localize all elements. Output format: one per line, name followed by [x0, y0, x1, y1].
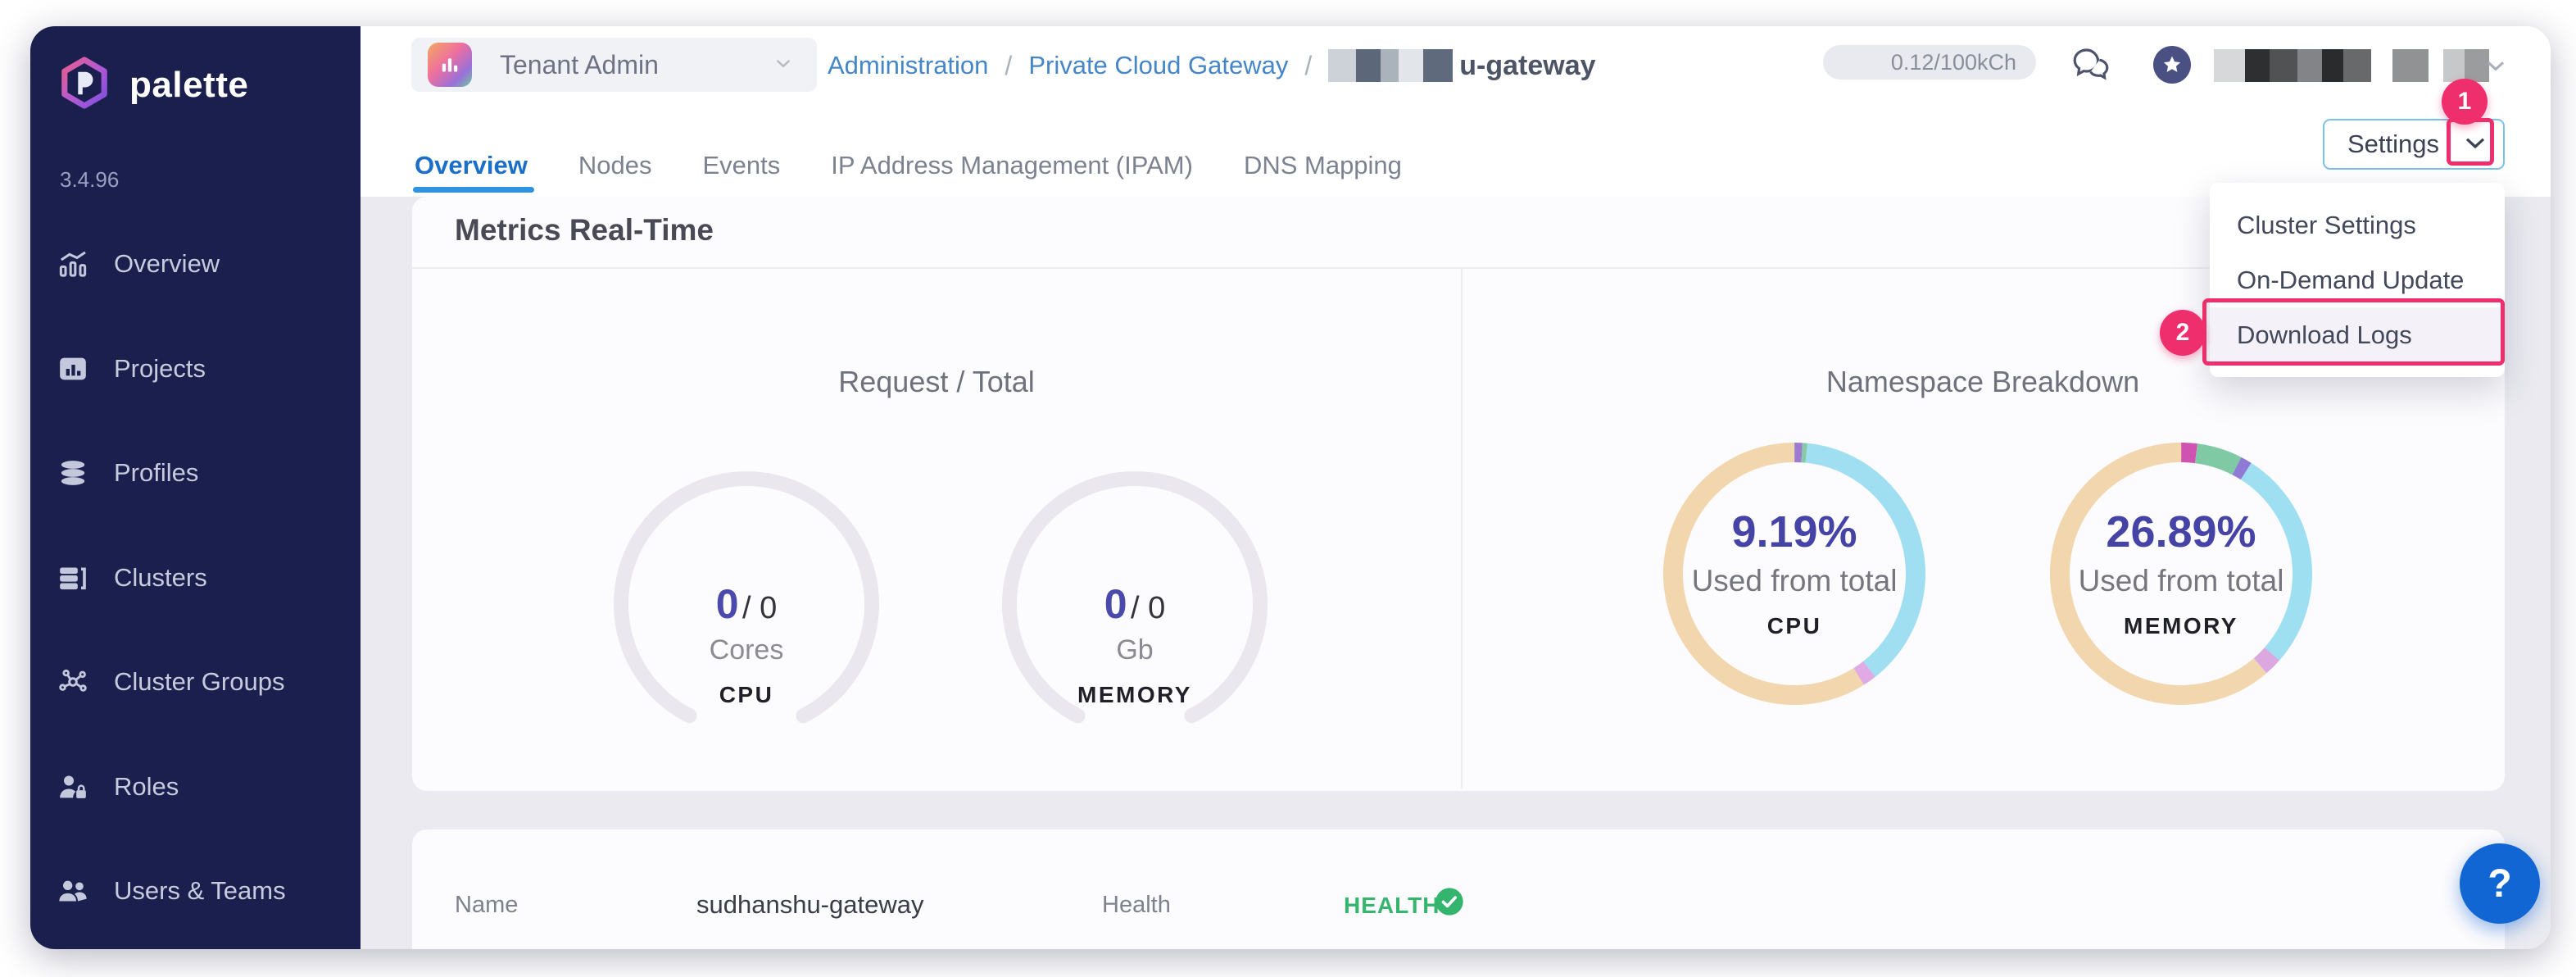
chevron-down-icon — [771, 51, 796, 80]
profiles-icon — [57, 457, 89, 489]
sidebar-item-profiles[interactable]: Profiles — [30, 447, 361, 499]
sidebar-item-label: Projects — [114, 354, 206, 383]
sidebar-item-roles[interactable]: Roles — [30, 761, 361, 813]
tab-bar: Overview Nodes Events IP Address Managem… — [415, 141, 1402, 190]
tab-events[interactable]: Events — [702, 151, 781, 179]
namespace-memory-caption: Used from total — [2078, 564, 2284, 598]
help-button[interactable]: ? — [2460, 843, 2540, 924]
tab-nodes[interactable]: Nodes — [578, 151, 652, 179]
memory-gauge-label: MEMORY — [1077, 682, 1192, 707]
sidebar-item-label: Profiles — [114, 458, 199, 487]
scope-selector[interactable]: Tenant Admin — [411, 38, 817, 92]
top-bar: Tenant Admin Administration / Private Cl… — [361, 26, 2551, 197]
roles-icon — [57, 770, 89, 803]
name-value: sudhanshu-gateway — [696, 890, 924, 919]
metrics-card: Metrics Real-Time Request / Total 0 / 0 … — [412, 197, 2505, 791]
breadcrumb-current-text: u-gateway — [1459, 49, 1596, 81]
namespace-memory-label: MEMORY — [2124, 613, 2238, 638]
namespace-cpu-caption: Used from total — [1691, 564, 1898, 598]
tab-overview[interactable]: Overview — [415, 151, 528, 179]
settings-button[interactable]: Settings — [2323, 119, 2505, 170]
divider — [412, 267, 2505, 269]
breadcrumb-current: u-gateway — [1328, 49, 1596, 82]
memory-gauge — [979, 448, 1290, 760]
sidebar-item-overview[interactable]: Overview — [30, 238, 361, 290]
divider — [1461, 267, 1463, 789]
namespace-breakdown-title: Namespace Breakdown — [1825, 365, 2140, 398]
health-label: Health — [1102, 892, 1171, 918]
namespace-cpu-percent: 9.19% — [1731, 507, 1857, 557]
projects-icon — [57, 352, 89, 385]
tab-ipam[interactable]: IP Address Management (IPAM) — [831, 151, 1193, 179]
sidebar-item-label: Overview — [114, 249, 220, 278]
usage-quota-pill: 0.12/100kCh — [1823, 45, 2036, 80]
active-tab-underline — [413, 187, 534, 193]
brand-name: palette — [129, 64, 249, 105]
menu-item-download-logs[interactable]: Download Logs — [2210, 307, 2505, 362]
menu-item-on-demand-update[interactable]: On-Demand Update — [2237, 265, 2465, 294]
app-window: palette 3.4.96 Overview Projects — [30, 26, 2551, 949]
overview-icon — [57, 248, 89, 280]
version-label: 3.4.96 — [60, 167, 120, 192]
name-label: Name — [455, 892, 519, 918]
annotation-step-2-badge: 2 — [2160, 310, 2206, 356]
memory-gauge-value: 0 / 0 — [1104, 581, 1166, 627]
menu-item-cluster-settings[interactable]: Cluster Settings — [2237, 210, 2416, 239]
star-badge-icon[interactable] — [2153, 46, 2191, 84]
usage-quota-value: 0.12/100kCh — [1890, 49, 2016, 75]
namespace-memory-percent: 26.89% — [2106, 507, 2256, 557]
cpu-gauge-value: 0 / 0 — [715, 581, 778, 627]
users-teams-icon — [57, 875, 89, 907]
sidebar-item-label: Users & Teams — [114, 876, 286, 905]
sidebar: palette 3.4.96 Overview Projects — [30, 26, 361, 949]
cpu-gauge-unit: Cores — [709, 634, 784, 666]
annotation-step-1-badge: 1 — [2442, 79, 2488, 125]
sidebar-item-label: Cluster Groups — [114, 667, 285, 696]
user-chevron-down-icon[interactable] — [2481, 51, 2510, 80]
sidebar-item-label: Roles — [114, 772, 179, 801]
tab-dns-mapping[interactable]: DNS Mapping — [1243, 151, 1402, 179]
healthy-check-icon — [1433, 885, 1466, 918]
metrics-heading: Metrics Real-Time — [455, 213, 714, 247]
tenant-admin-icon — [428, 43, 472, 87]
namespace-memory-donut — [2025, 418, 2337, 729]
sidebar-item-clusters[interactable]: Clusters — [30, 552, 361, 604]
breadcrumb-separator: / — [1304, 50, 1313, 80]
sidebar-item-projects[interactable]: Projects — [30, 343, 361, 395]
brand: palette — [57, 56, 248, 114]
settings-button-label: Settings — [2347, 130, 2440, 158]
cpu-gauge-label: CPU — [719, 682, 774, 707]
breadcrumb-link-pcg[interactable]: Private Cloud Gateway — [1028, 51, 1289, 80]
main-content: Metrics Real-Time Request / Total 0 / 0 … — [361, 197, 2551, 949]
scope-selector-label: Tenant Admin — [500, 49, 659, 80]
sidebar-item-users-teams[interactable]: Users & Teams — [30, 865, 361, 917]
settings-dropdown-menu: Cluster Settings On-Demand Update Downlo… — [2210, 183, 2505, 377]
sidebar-item-cluster-groups[interactable]: Cluster Groups — [30, 656, 361, 708]
breadcrumb-link-administration[interactable]: Administration — [828, 51, 989, 80]
annotation-box-download-logs — [2202, 298, 2505, 366]
breadcrumb: Administration / Private Cloud Gateway /… — [828, 47, 1596, 84]
clusters-icon — [57, 561, 89, 594]
cluster-groups-icon — [57, 666, 89, 698]
cpu-gauge — [591, 448, 902, 760]
memory-gauge-unit: Gb — [1116, 634, 1154, 666]
user-name-redacted[interactable] — [2214, 49, 2489, 82]
namespace-cpu-label: CPU — [1766, 613, 1822, 638]
sidebar-item-label: Clusters — [114, 563, 207, 592]
request-total-title: Request / Total — [838, 365, 1035, 398]
gateway-details-card: Name sudhanshu-gateway Health HEALTHY — [412, 829, 2505, 949]
settings-chevron-down-icon[interactable] — [2459, 126, 2492, 163]
breadcrumb-separator: / — [1005, 50, 1013, 80]
palette-logo-icon — [57, 56, 111, 114]
namespace-cpu-donut — [1639, 418, 1950, 729]
annotation-box-settings-chevron — [2447, 118, 2494, 166]
chat-icon[interactable] — [2069, 43, 2113, 87]
redacted-gateway-name — [1328, 49, 1454, 82]
